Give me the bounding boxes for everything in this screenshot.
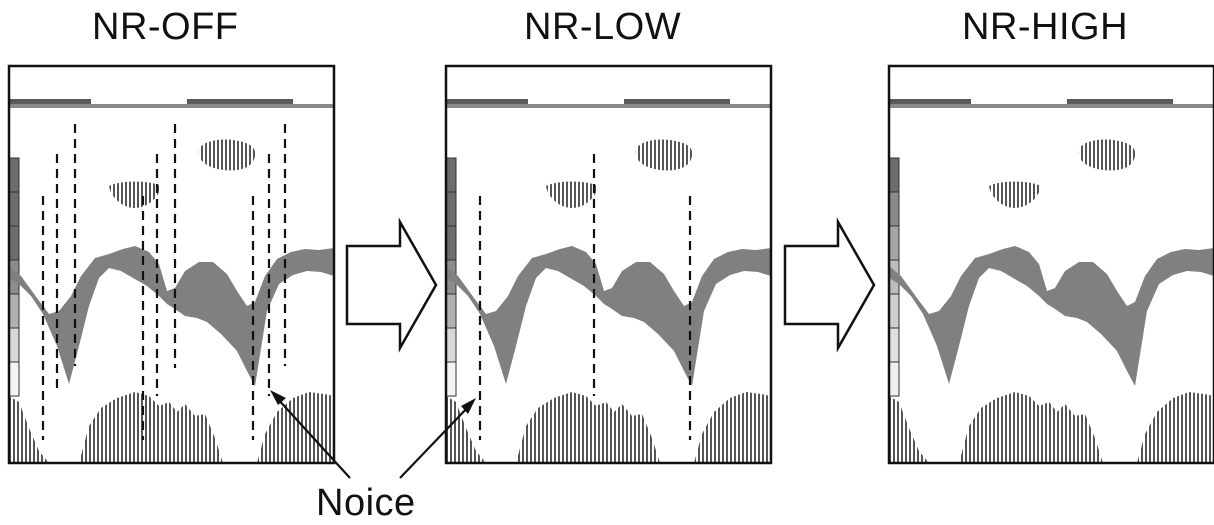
- seabed-band: [889, 246, 1214, 386]
- fish-echo: [546, 139, 693, 208]
- bottom-echo: [446, 392, 771, 463]
- fish-echo: [109, 139, 256, 208]
- panel-nr-off: [7, 64, 336, 465]
- panel-frame: [887, 64, 1214, 465]
- title-nr-high: NR-HIGH: [962, 6, 1129, 48]
- noise-lines: [41, 124, 287, 440]
- fish-echo: [989, 139, 1136, 208]
- panel-frame: [444, 64, 773, 465]
- bottom-echo: [9, 392, 334, 463]
- noise-label: Noice: [316, 482, 416, 524]
- depth-bar: [9, 99, 334, 108]
- noise-lines: [478, 154, 692, 440]
- depth-bar: [446, 99, 771, 108]
- noise-pointer: [399, 398, 476, 479]
- title-nr-off: NR-OFF: [92, 6, 239, 48]
- title-nr-low: NR-LOW: [524, 6, 682, 48]
- panel-frame: [7, 64, 336, 465]
- panel-nr-low: [444, 64, 773, 465]
- panel-nr-high: [887, 64, 1214, 465]
- bottom-echo: [889, 392, 1214, 463]
- depth-bar: [889, 99, 1214, 108]
- noise-pointer: [270, 390, 351, 479]
- arrow-right-icon: [345, 217, 438, 353]
- arrow-right-icon: [783, 217, 876, 353]
